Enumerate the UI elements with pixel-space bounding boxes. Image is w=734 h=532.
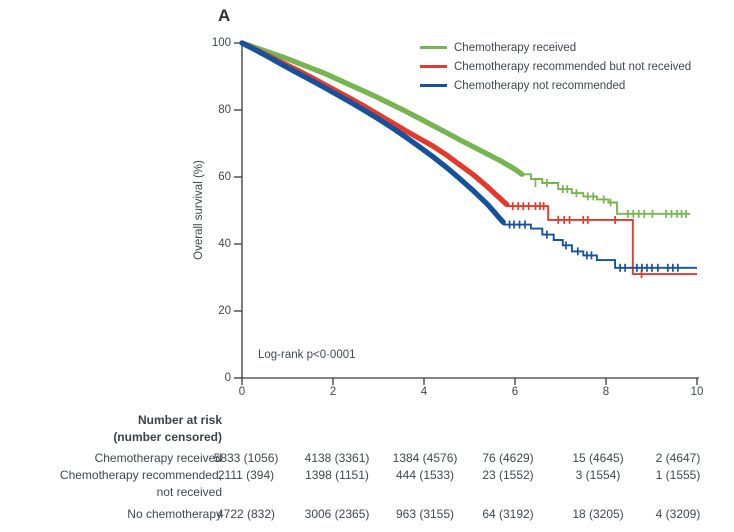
risk-cell-r1-c1: 1398 (1151) bbox=[305, 468, 369, 482]
panel-label: A bbox=[218, 6, 231, 25]
risk-row-label-1: not received bbox=[156, 485, 222, 499]
legend-line-icon bbox=[420, 84, 447, 87]
y-axis-title: Overall survival (%) bbox=[193, 160, 205, 260]
x-tick-label-0: 0 bbox=[238, 386, 246, 398]
risk-cell-r1-c0: 2111 (394) bbox=[217, 468, 275, 482]
risk-cell-r1-c4: 3 (1554) bbox=[575, 468, 621, 482]
legend-line-icon bbox=[420, 46, 447, 49]
y-tick-label-0: 0 bbox=[224, 372, 231, 384]
risk-cell-r2-c3: 64 (3192) bbox=[482, 507, 534, 521]
risk-table-header-line1: Number at risk bbox=[137, 413, 222, 427]
km-curve-steps-2 bbox=[503, 223, 697, 269]
x-tick-label-2: 2 bbox=[329, 386, 337, 398]
risk-cell-r2-c0: 4722 (832) bbox=[216, 507, 276, 521]
risk-row-label-0: Chemotherapy received bbox=[94, 451, 222, 465]
risk-cell-r2-c2: 963 (3155) bbox=[395, 507, 455, 521]
risk-row-label-2: No chemotherapy bbox=[127, 507, 222, 521]
legend-line-icon bbox=[420, 65, 447, 68]
risk-cell-r0-c1: 4138 (3361) bbox=[304, 451, 370, 465]
legend-label: Chemotherapy received bbox=[454, 41, 577, 54]
risk-table-header-line2: (number censored) bbox=[113, 430, 222, 444]
km-curve-dense-2 bbox=[239, 40, 506, 225]
logrank-annotation: Log-rank p<0·0001 bbox=[258, 349, 356, 361]
risk-cell-r1-c5: 1 (1555) bbox=[655, 468, 701, 482]
risk-cell-r0-c0: 5833 (1056) bbox=[213, 451, 279, 465]
legend-item-0: Chemotherapy received bbox=[420, 38, 691, 57]
x-tick-label-10: 10 bbox=[690, 386, 704, 398]
legend: Chemotherapy received Chemotherapy recomm… bbox=[420, 38, 691, 95]
risk-cell-r0-c5: 2 (4647) bbox=[655, 451, 701, 465]
legend-label: Chemotherapy recommended but not receive… bbox=[454, 60, 692, 73]
legend-label: Chemotherapy not recommended bbox=[454, 79, 626, 92]
x-tick-label-4: 4 bbox=[420, 386, 428, 398]
x-tick-label-8: 8 bbox=[602, 386, 610, 398]
y-tick-label-60: 60 bbox=[218, 171, 231, 183]
risk-cell-r1-c2: 444 (1533) bbox=[395, 468, 455, 482]
y-tick-label-80: 80 bbox=[218, 104, 231, 116]
y-tick-label-40: 40 bbox=[218, 238, 231, 250]
risk-cell-r2-c4: 18 (3205) bbox=[572, 507, 624, 521]
risk-row-label-1: Chemotherapy recommended, bbox=[59, 468, 222, 482]
risk-cell-r2-c5: 4 (3209) bbox=[655, 507, 701, 521]
x-tick-label-6: 6 bbox=[511, 386, 519, 398]
risk-cell-r0-c3: 76 (4629) bbox=[482, 451, 534, 465]
y-tick-label-20: 20 bbox=[218, 305, 231, 317]
risk-cell-r2-c1: 3006 (2365) bbox=[304, 507, 370, 521]
risk-cell-r0-c2: 1384 (4576) bbox=[392, 451, 458, 465]
risk-cell-r0-c4: 15 (4645) bbox=[572, 451, 624, 465]
risk-cell-r1-c3: 23 (1552) bbox=[482, 468, 534, 482]
y-tick-label-100: 100 bbox=[211, 37, 231, 49]
km-curve-steps-1 bbox=[506, 205, 697, 276]
risk-table-header: Number at risk (number censored) bbox=[0, 412, 222, 446]
legend-item-1: Chemotherapy recommended but not receive… bbox=[420, 57, 691, 76]
km-curve-dense-0 bbox=[239, 40, 525, 177]
legend-item-2: Chemotherapy not recommended bbox=[420, 76, 691, 95]
